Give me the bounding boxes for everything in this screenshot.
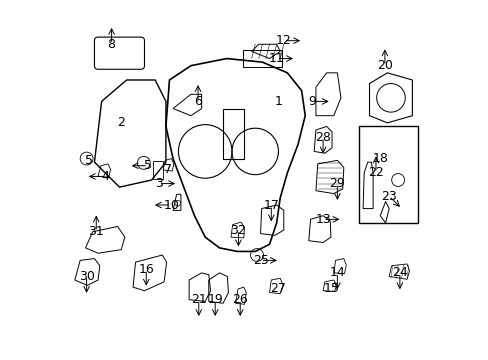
Text: 22: 22 bbox=[367, 166, 383, 179]
Text: 18: 18 bbox=[371, 152, 387, 165]
Text: 11: 11 bbox=[268, 52, 284, 65]
Text: 13: 13 bbox=[315, 213, 330, 226]
Text: 31: 31 bbox=[88, 225, 104, 238]
Text: 9: 9 bbox=[308, 95, 316, 108]
Bar bbox=[358, 126, 417, 223]
Text: 1: 1 bbox=[274, 95, 282, 108]
Text: 10: 10 bbox=[163, 198, 179, 212]
Text: 5: 5 bbox=[144, 159, 152, 172]
Text: 23: 23 bbox=[381, 190, 396, 203]
Text: 15: 15 bbox=[324, 283, 339, 296]
Text: 3: 3 bbox=[155, 177, 163, 190]
Text: 26: 26 bbox=[232, 293, 247, 306]
Text: 25: 25 bbox=[252, 254, 268, 267]
Text: 8: 8 bbox=[107, 38, 115, 51]
Text: 6: 6 bbox=[194, 95, 202, 108]
Text: 30: 30 bbox=[79, 270, 94, 283]
Text: 5: 5 bbox=[85, 154, 93, 167]
Text: 29: 29 bbox=[329, 177, 345, 190]
Text: 2: 2 bbox=[117, 116, 125, 129]
Text: 27: 27 bbox=[270, 283, 286, 296]
Text: 16: 16 bbox=[138, 263, 154, 276]
Text: 17: 17 bbox=[263, 198, 279, 212]
Text: 20: 20 bbox=[376, 59, 392, 72]
Text: 7: 7 bbox=[163, 163, 171, 176]
Text: 4: 4 bbox=[101, 170, 109, 183]
Text: 12: 12 bbox=[275, 34, 291, 47]
Text: 32: 32 bbox=[230, 224, 246, 237]
Text: 21: 21 bbox=[190, 293, 206, 306]
Text: 19: 19 bbox=[207, 293, 223, 306]
Text: 14: 14 bbox=[329, 266, 345, 279]
Text: 28: 28 bbox=[314, 131, 330, 144]
Text: 24: 24 bbox=[391, 266, 407, 279]
